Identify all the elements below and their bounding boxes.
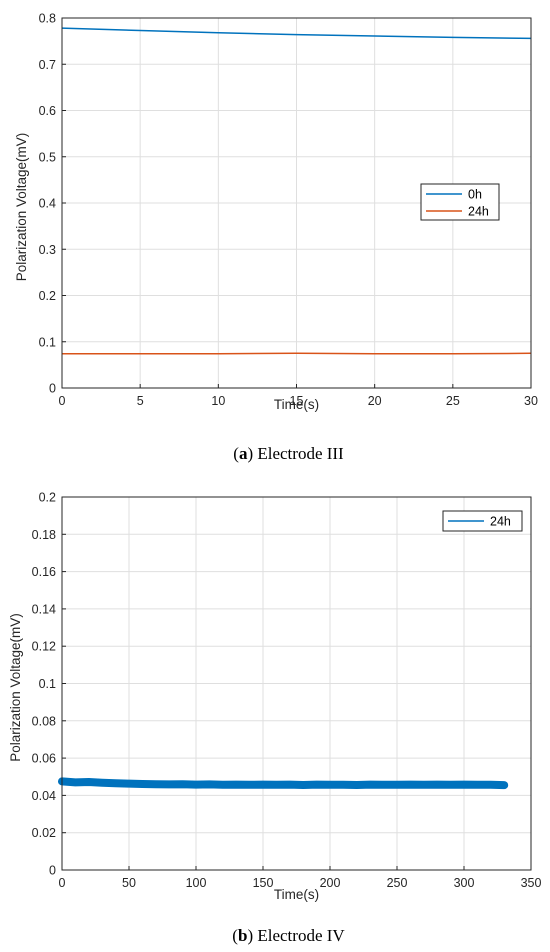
caption-text: Electrode III bbox=[253, 444, 344, 463]
x-tick-label: 300 bbox=[454, 876, 475, 890]
x-axis-label: Time(s) bbox=[274, 887, 319, 902]
y-tick-label: 0.16 bbox=[32, 565, 56, 579]
x-tick-label: 150 bbox=[253, 876, 274, 890]
y-tick-label: 0.7 bbox=[39, 58, 56, 72]
y-tick-label: 0.1 bbox=[39, 677, 56, 691]
y-tick-label: 0.06 bbox=[32, 752, 56, 766]
x-tick-label: 0 bbox=[59, 876, 66, 890]
x-tick-label: 350 bbox=[521, 876, 542, 890]
caption-paren-open: ( bbox=[232, 926, 238, 945]
x-tick-label: 100 bbox=[186, 876, 207, 890]
y-axis-label: Polarization Voltage(mV) bbox=[8, 613, 23, 762]
y-tick-label: 0.02 bbox=[32, 826, 56, 840]
y-tick-label: 0.1 bbox=[39, 335, 56, 349]
y-tick-label: 0.4 bbox=[39, 197, 56, 211]
series-line-24h bbox=[58, 777, 509, 790]
legend-label-24h: 24h bbox=[468, 205, 489, 219]
y-tick-label: 0.3 bbox=[39, 243, 56, 257]
y-tick-label: 0.8 bbox=[39, 12, 56, 26]
chart-panel-a: 0 5 10 15 20 25 30 0 0.1 0.2 0.3 0.4 0.5 0.6 0.7 0.8 Tim… bbox=[14, 12, 538, 464]
series-line-0h bbox=[61, 27, 532, 40]
x-tick-label: 5 bbox=[137, 394, 144, 408]
x-tick-label: 50 bbox=[122, 876, 136, 890]
caption-letter: a bbox=[239, 444, 248, 463]
y-tick-label: 0.04 bbox=[32, 789, 56, 803]
caption-paren-open: ( bbox=[233, 444, 239, 463]
y-tick-label: 0.6 bbox=[39, 104, 56, 118]
y-tick-label: 0 bbox=[49, 382, 56, 396]
x-tick-label: 15 bbox=[290, 394, 304, 408]
legend-box bbox=[420, 183, 500, 221]
legend-label-0h: 0h bbox=[468, 188, 482, 202]
legend: 24h bbox=[442, 510, 523, 532]
figure-caption: (a) Electrode III bbox=[233, 444, 344, 463]
y-axis-label: Polarization Voltage(mV) bbox=[14, 133, 29, 282]
y-tick-label: 0.18 bbox=[32, 528, 56, 542]
figure-caption: (b) Electrode IV bbox=[232, 926, 345, 945]
y-tick-label: 0.2 bbox=[39, 289, 56, 303]
y-tick-label: 0 bbox=[49, 864, 56, 878]
caption-paren-close: ) bbox=[247, 444, 253, 463]
caption-letter: b bbox=[238, 926, 247, 945]
x-axis-label: Time(s) bbox=[274, 397, 319, 412]
x-tick-label: 10 bbox=[211, 394, 225, 408]
y-tick-label: 0.14 bbox=[32, 602, 56, 616]
x-tick-label: 25 bbox=[446, 394, 460, 408]
x-tick-label: 250 bbox=[387, 876, 408, 890]
x-tick-label: 200 bbox=[320, 876, 341, 890]
y-tick-label: 0.5 bbox=[39, 150, 56, 164]
x-tick-label: 0 bbox=[59, 394, 66, 408]
y-tick-label: 0.08 bbox=[32, 714, 56, 728]
x-tick-label: 20 bbox=[368, 394, 382, 408]
y-tick-label: 0.12 bbox=[32, 640, 56, 654]
chart-panel-b: 0 50 100 150 200 250 300 350 0 0.02 0.04 0.06 0.08 0.… bbox=[8, 491, 541, 946]
y-tick-label: 0.2 bbox=[39, 491, 56, 505]
x-tick-label: 30 bbox=[524, 394, 538, 408]
legend-label-24h: 24h bbox=[490, 515, 511, 529]
caption-text: Electrode IV bbox=[253, 926, 345, 945]
caption-paren-close: ) bbox=[247, 926, 253, 945]
